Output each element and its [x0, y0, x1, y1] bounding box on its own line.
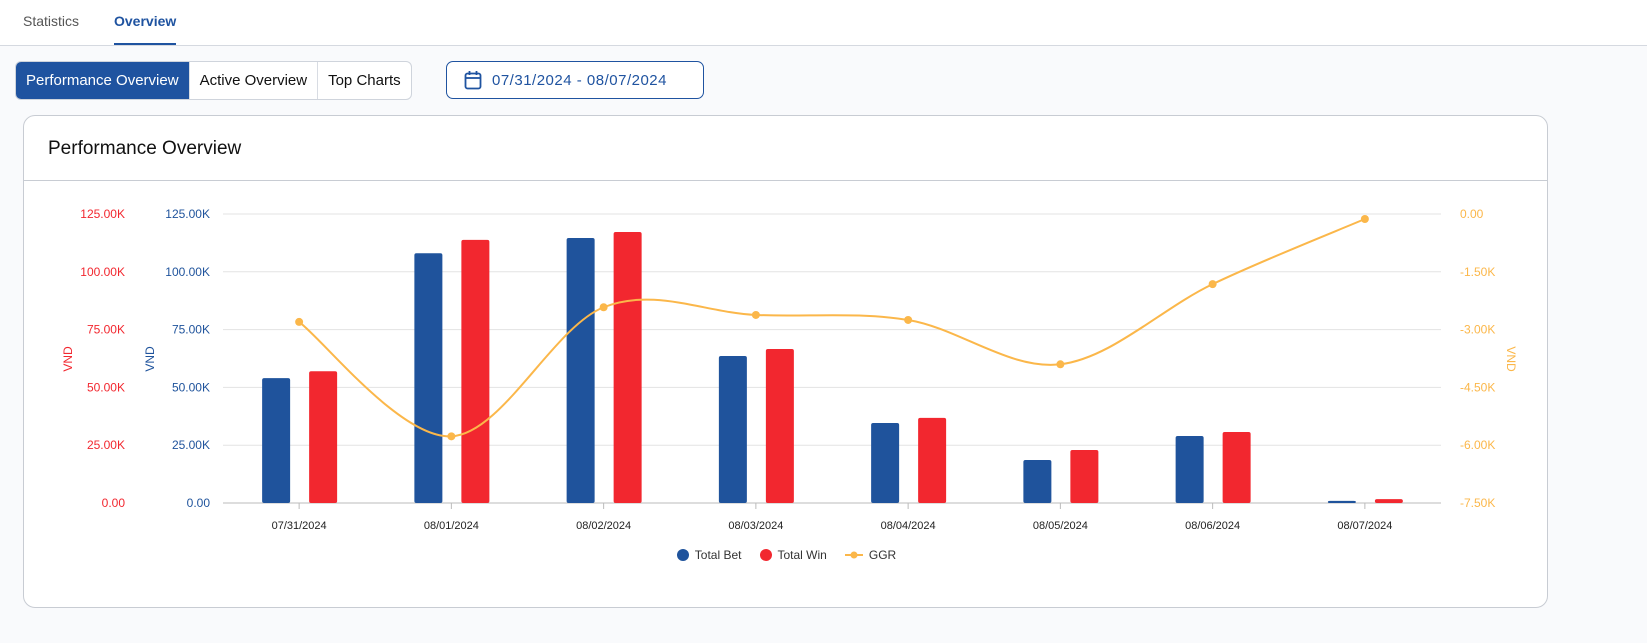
left-blue-tick: 25.00K — [172, 438, 210, 452]
left-blue-tick: 50.00K — [172, 380, 210, 394]
legend-bet-marker — [676, 549, 689, 561]
x-tick-label: 08/02/2024 — [576, 520, 631, 532]
bar-total-bet — [414, 253, 443, 503]
legend-win-marker — [759, 549, 772, 561]
legend-ggr-marker — [844, 551, 863, 559]
right-tick: -3.00K — [1460, 323, 1495, 337]
bar-total-bet — [718, 355, 747, 503]
right-tick: -1.50K — [1460, 265, 1495, 279]
x-tick-label: 08/06/2024 — [1185, 520, 1240, 532]
tab-overview[interactable]: Overview — [114, 13, 177, 45]
bar-total-bet — [566, 238, 595, 503]
left-blue-axis-label: VND — [143, 346, 157, 372]
left-blue-tick: 0.00 — [187, 496, 211, 510]
segment-top-charts[interactable]: Top Charts — [317, 62, 411, 99]
date-range-value: 07/31/2024 - 08/07/2024 — [492, 71, 667, 89]
left-blue-tick: 100.00K — [165, 265, 210, 279]
left-blue-tick: 75.00K — [172, 323, 210, 337]
performance-card: Performance Overview 0.00 0.00 -7.50K 25.00… — [23, 115, 1548, 608]
bar-total-win — [1070, 450, 1099, 503]
x-tick-label: 08/07/2024 — [1337, 520, 1392, 532]
ggr-point — [1056, 360, 1065, 369]
ggr-point — [1360, 215, 1369, 224]
chart-legend: Total Bet Total Win GGR — [24, 548, 1549, 562]
bar-total-win — [461, 239, 490, 503]
date-range-picker[interactable]: 07/31/2024 - 08/07/2024 — [446, 61, 704, 99]
x-tick-label: 08/03/2024 — [728, 520, 783, 532]
bar-total-win — [918, 417, 947, 503]
ggr-point — [751, 310, 760, 319]
ggr-line — [298, 218, 1366, 438]
bar-total-bet — [1327, 500, 1356, 503]
segment-active-overview[interactable]: Active Overview — [188, 62, 318, 99]
segment-performance-overview[interactable]: Performance Overview — [16, 62, 189, 99]
legend-label: Total Bet — [694, 548, 742, 562]
left-red-tick: 125.00K — [80, 207, 125, 221]
view-segmented-control: Performance Overview Active Overview Top… — [15, 61, 412, 100]
left-red-tick: 75.00K — [87, 323, 125, 337]
right-tick: -6.00K — [1460, 438, 1495, 452]
ggr-point — [447, 432, 456, 441]
bar-total-win — [309, 371, 338, 503]
legend-ggr[interactable]: GGR — [844, 548, 897, 562]
right-tick: -7.50K — [1460, 496, 1495, 510]
bar-total-bet — [1023, 459, 1052, 503]
left-red-axis-label: VND — [61, 346, 75, 372]
left-red-tick: 0.00 — [102, 496, 126, 510]
bar-total-win — [765, 349, 794, 503]
right-axis-label: VND — [1504, 346, 1518, 372]
legend-total-bet[interactable]: Total Bet — [676, 548, 742, 562]
ggr-point — [1208, 280, 1217, 289]
performance-chart: 0.00 0.00 -7.50K 25.00K 25.00K -6.00K 50.00K 50… — [61, 207, 1518, 532]
left-red-tick: 100.00K — [80, 265, 125, 279]
bar-total-win — [1374, 499, 1403, 503]
tab-statistics[interactable]: Statistics — [23, 13, 80, 29]
bar-total-win — [1222, 432, 1251, 503]
legend-total-win[interactable]: Total Win — [759, 548, 827, 562]
calendar-icon — [464, 71, 482, 90]
divider — [24, 180, 1547, 181]
ggr-point — [904, 315, 913, 324]
ggr-point — [599, 303, 608, 312]
right-tick: 0.00 — [1460, 207, 1484, 221]
legend-label: GGR — [868, 548, 897, 562]
bar-total-bet — [1175, 435, 1204, 503]
x-tick-label: 08/05/2024 — [1033, 520, 1088, 532]
x-tick-label: 07/31/2024 — [272, 520, 327, 532]
bar-total-bet — [871, 423, 900, 503]
x-tick-label: 08/04/2024 — [881, 520, 936, 532]
left-red-tick: 50.00K — [87, 380, 125, 394]
bar-total-bet — [262, 378, 291, 503]
bar-total-win — [613, 232, 642, 503]
x-tick-label: 08/01/2024 — [424, 520, 479, 532]
left-red-tick: 25.00K — [87, 438, 125, 452]
top-nav: Statistics Overview — [0, 0, 1647, 46]
ggr-point — [295, 317, 304, 326]
left-blue-tick: 125.00K — [165, 207, 210, 221]
legend-label: Total Win — [777, 548, 827, 562]
card-title: Performance Overview — [48, 138, 242, 159]
right-tick: -4.50K — [1460, 380, 1495, 394]
